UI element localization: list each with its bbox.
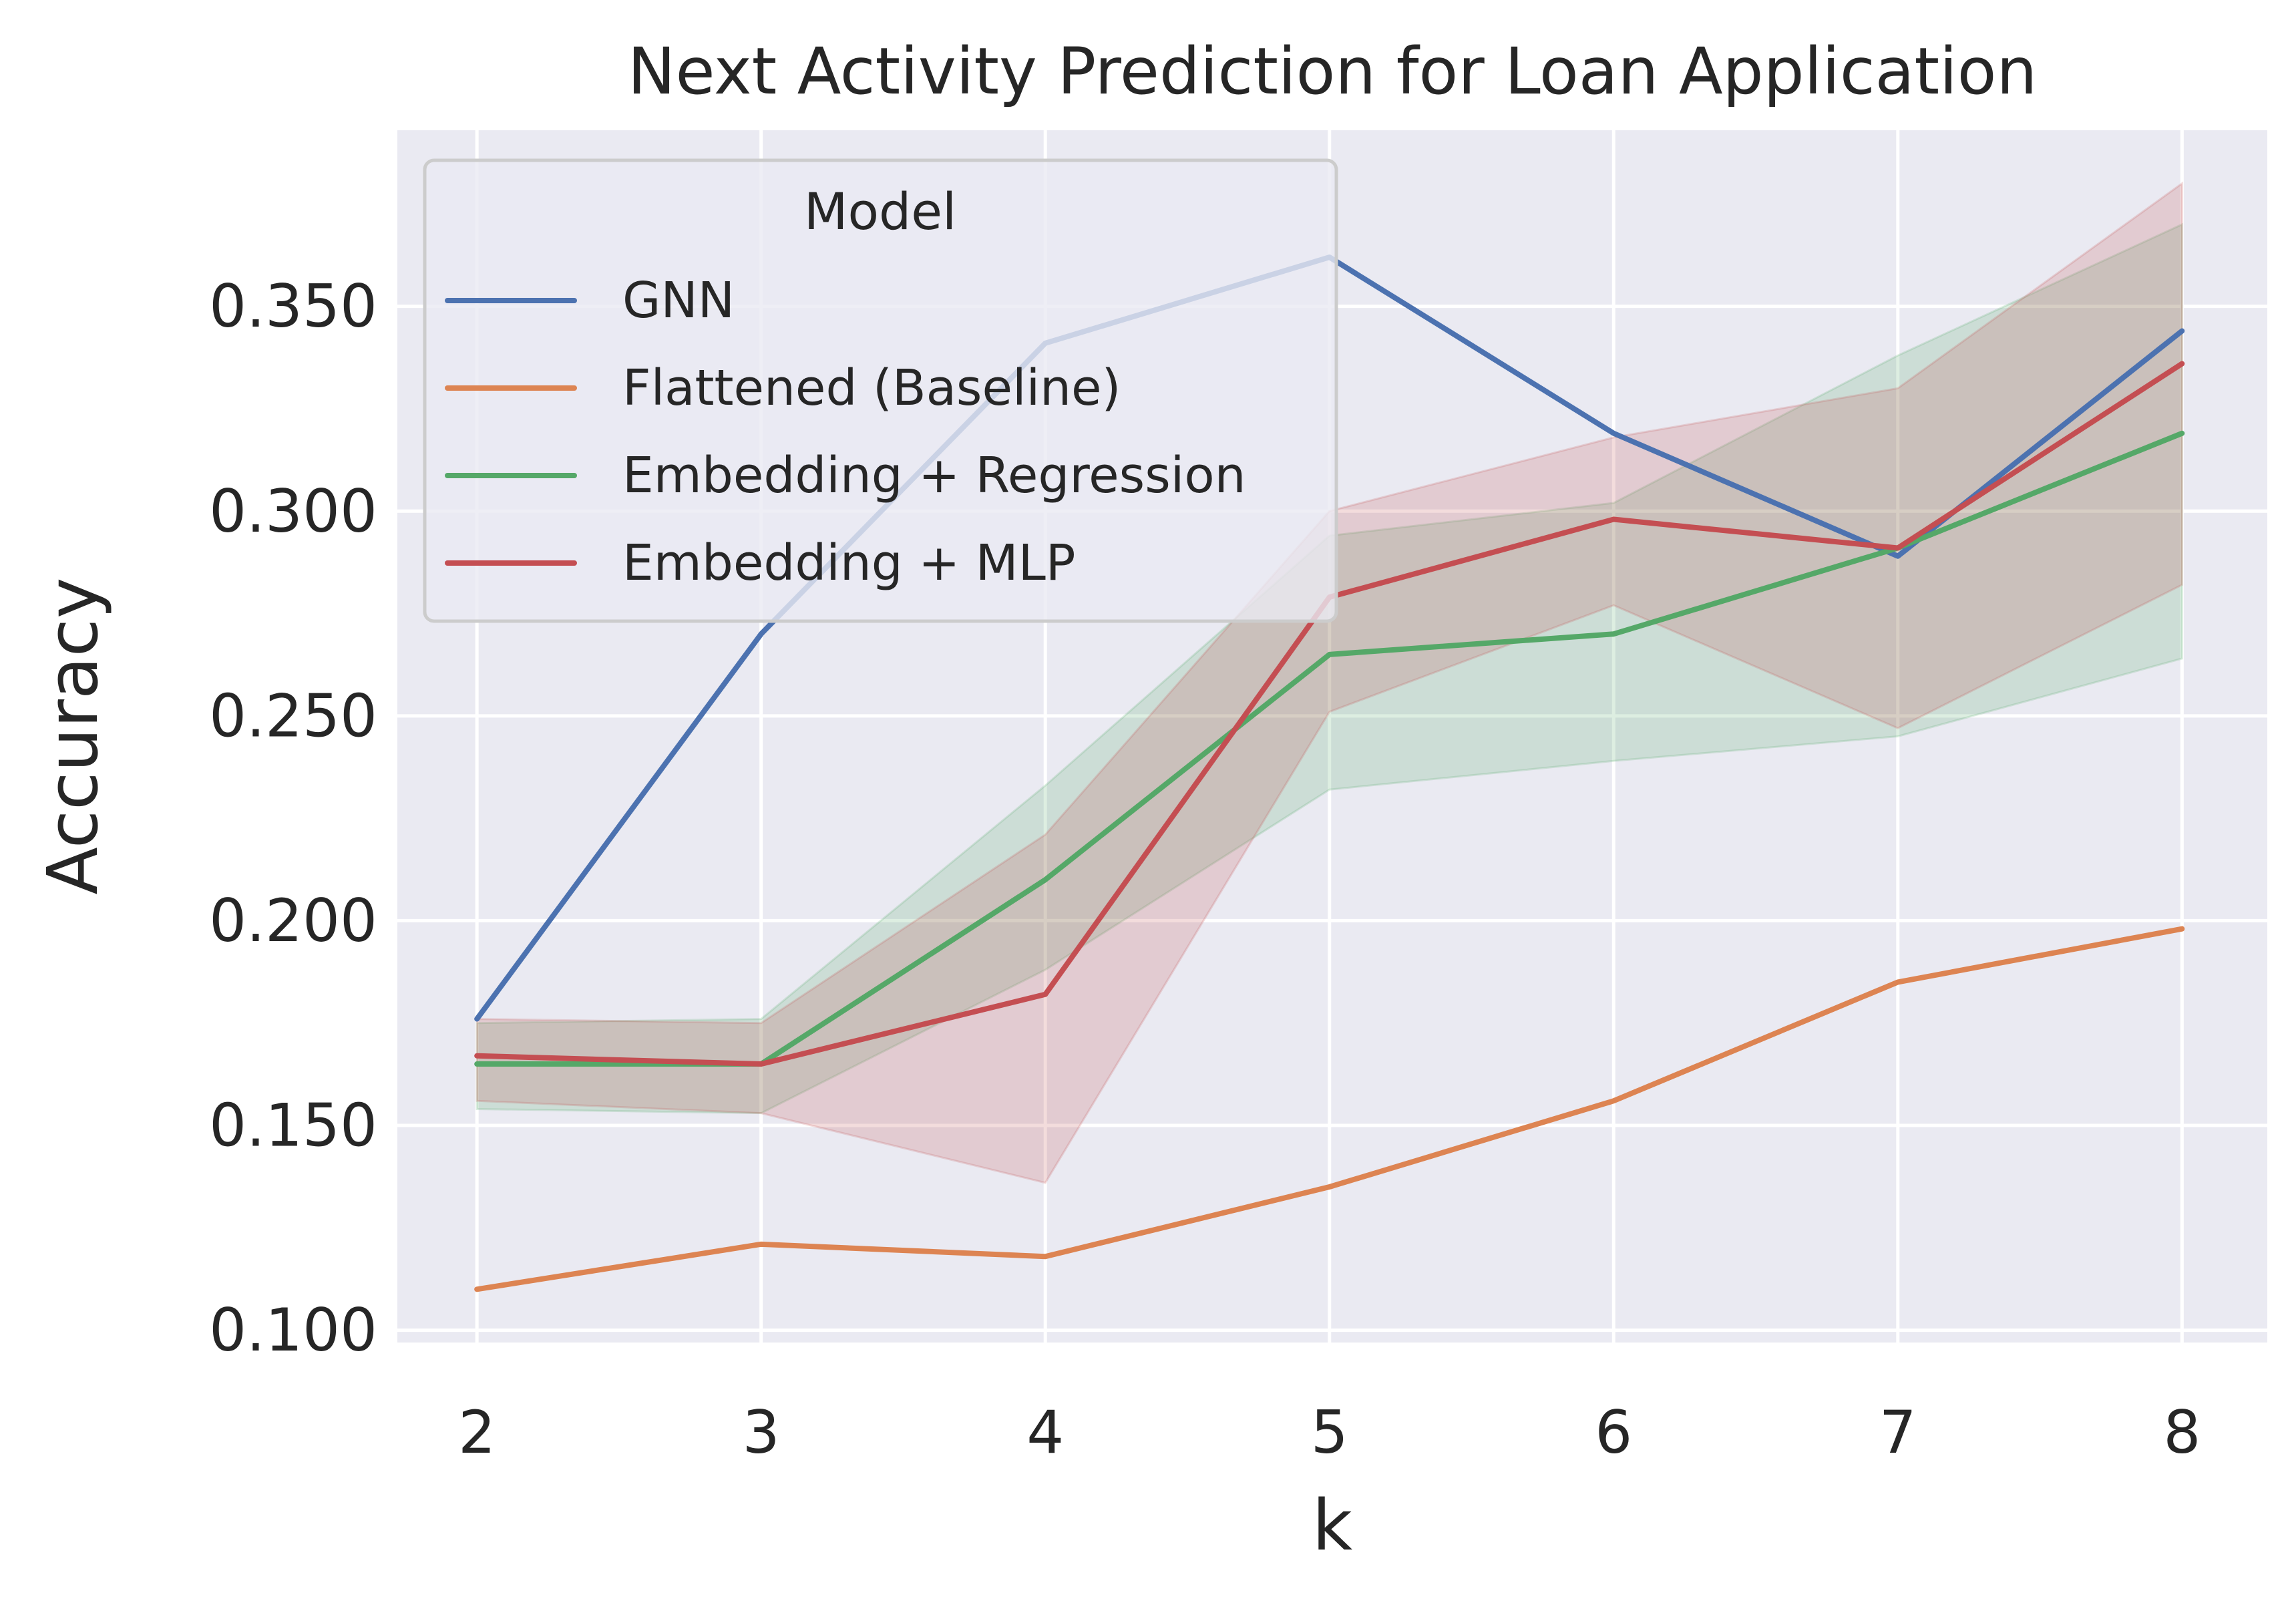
- y-tick-label: 0.300: [209, 477, 377, 546]
- y-tick-label: 0.200: [209, 886, 377, 955]
- x-tick-label: 5: [1311, 1398, 1348, 1467]
- legend-box: [423, 158, 1338, 623]
- x-tick-label: 2: [458, 1398, 496, 1467]
- band-embedding-mlp: [475, 181, 2183, 1184]
- y-tick-label: 0.350: [209, 272, 377, 341]
- legend-title: Model: [804, 182, 956, 241]
- x-tick-label: 8: [2163, 1398, 2201, 1467]
- y-tick-label: 0.250: [209, 681, 377, 750]
- x-tick-label: 7: [1879, 1398, 1917, 1467]
- x-tick-label: 4: [1026, 1398, 1064, 1467]
- y-tick-label: 0.100: [209, 1296, 377, 1365]
- x-axis-label: k: [1312, 1485, 1352, 1566]
- y-tick-label: 0.150: [209, 1091, 377, 1160]
- legend-items: GNN Flattened (Baseline) Embedding + Regre…: [445, 272, 1246, 592]
- x-tick-label: 3: [743, 1398, 780, 1467]
- y-axis-label: Accuracy: [32, 578, 114, 895]
- legend-label-gnn: GNN: [622, 272, 735, 329]
- confidence-bands: [475, 181, 2183, 1184]
- legend: Model GNN Flattened (Baseline) Embedding +…: [423, 158, 1338, 623]
- x-tick-label: 6: [1595, 1398, 1632, 1467]
- band-embedding-regression: [475, 222, 2183, 1115]
- legend-label-embedding-mlp: Embedding + MLP: [622, 534, 1075, 592]
- line-flattened-baseline: [474, 926, 2185, 1292]
- y-tick-labels: 0.100 0.150 0.200 0.250 0.300 0.350: [209, 272, 377, 1365]
- chart-title: Next Activity Prediction for Loan Applic…: [628, 34, 2038, 109]
- legend-label-flattened-baseline: Flattened (Baseline): [622, 359, 1121, 417]
- legend-label-embedding-regression: Embedding + Regression: [622, 447, 1246, 504]
- x-tick-labels: 2 3 4 5 6 7 8: [458, 1398, 2201, 1467]
